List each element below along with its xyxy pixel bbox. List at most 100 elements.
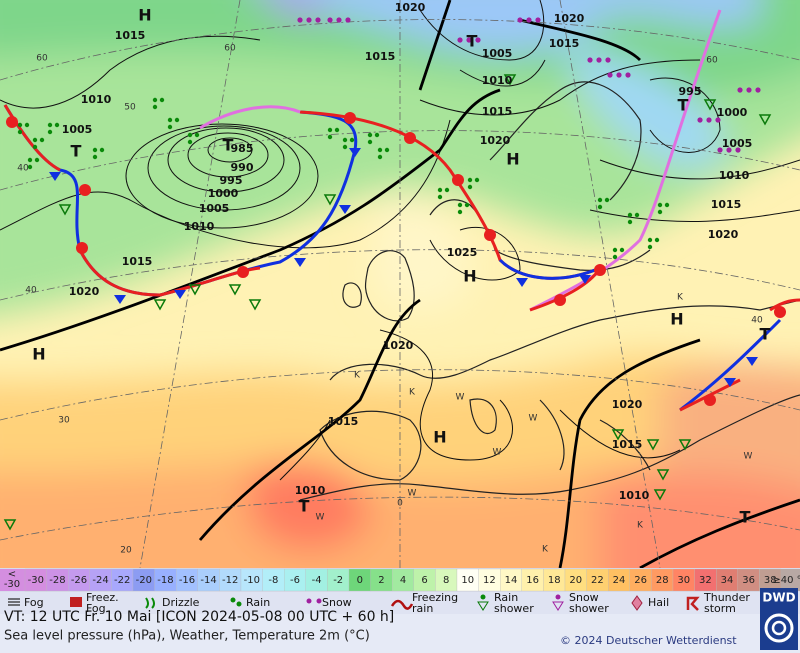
- snow-symbol: [336, 17, 342, 23]
- pressure-label: 1005: [62, 123, 93, 136]
- rain-symbol: [34, 157, 40, 163]
- weather-legend-label: Thunder storm: [703, 591, 750, 615]
- pressure-label: 1010: [719, 169, 750, 182]
- scale-label: 20: [569, 575, 582, 586]
- rain-symbol: [444, 187, 450, 193]
- pressure-label: 1015: [482, 105, 513, 118]
- pressure-label: 1010: [184, 220, 215, 233]
- weather-legend-label: Fog: [24, 596, 44, 609]
- rain-symbol: [32, 137, 38, 143]
- weather-legend-label: Rain: [246, 596, 270, 609]
- pressure-center: H: [506, 150, 519, 169]
- main-isobars: [0, 0, 800, 568]
- legend-icon: [316, 598, 322, 604]
- weather-legend-label: Rain shower: [494, 591, 534, 615]
- snow-symbol: [616, 72, 622, 78]
- latitude-label: 30: [58, 416, 70, 426]
- pressure-center: H: [32, 345, 45, 364]
- scale-label: -20: [136, 575, 152, 586]
- snow-symbol: [697, 117, 703, 123]
- rain-symbol: [47, 129, 53, 135]
- scale-label: 32: [699, 575, 712, 586]
- shower-symbol: [678, 439, 692, 451]
- latitude-label: 40: [25, 286, 37, 296]
- pressure-center: T: [760, 325, 771, 344]
- scale-label: -24: [92, 575, 108, 586]
- copyright: © 2024 Deutscher Wetterdienst: [560, 634, 737, 647]
- rain-symbol: [349, 137, 355, 143]
- rain-symbol: [647, 244, 653, 250]
- snow-symbol: [715, 117, 721, 123]
- rain-symbol: [92, 154, 98, 160]
- snow-symbol: [596, 57, 602, 63]
- snow-symbol: [297, 17, 303, 23]
- legend-icon: [477, 601, 489, 611]
- shower-symbol: [248, 299, 262, 311]
- shower-symbol: [188, 284, 202, 296]
- weather-symbols: [3, 17, 786, 531]
- pressure-label: 995: [679, 85, 702, 98]
- scale-label: -8: [268, 575, 278, 586]
- scale-label: -2: [333, 575, 343, 586]
- latitude-label: 60: [706, 56, 718, 66]
- weather-legend: Fog Freez. Fog Drizzle Rain Snow Freezing rain R…: [8, 591, 750, 615]
- snow-symbol: [306, 17, 312, 23]
- rain-symbol: [187, 139, 193, 145]
- scale-label: -22: [114, 575, 130, 586]
- pressure-label: 1005: [199, 202, 230, 215]
- rain-symbol: [377, 154, 383, 160]
- snow-symbol: [625, 72, 631, 78]
- rain-symbol: [374, 132, 380, 138]
- latitude-label: 40: [751, 316, 763, 326]
- shower-symbol: [653, 489, 667, 501]
- scale-label: 8: [443, 575, 449, 586]
- rain-symbol: [367, 132, 373, 138]
- snow-symbol: [345, 17, 351, 23]
- warm-front-symbol: [6, 116, 18, 128]
- pressure-label: 985: [231, 142, 254, 155]
- snow-symbol: [726, 147, 732, 153]
- pressure-label: 1020: [395, 1, 426, 14]
- rain-symbol: [657, 202, 663, 208]
- scale-label: 4: [400, 575, 406, 586]
- pressure-label: 1010: [482, 74, 513, 87]
- rain-symbol: [187, 132, 193, 138]
- shower-symbol: [758, 114, 772, 126]
- weather-legend-label: Freez. Fog: [86, 591, 119, 615]
- rain-symbol: [99, 147, 105, 153]
- pressure-label: 1015: [612, 438, 643, 451]
- scale-label: 24: [613, 575, 626, 586]
- legend-icon: [236, 601, 242, 607]
- snow-symbol: [746, 87, 752, 93]
- rain-symbol: [32, 144, 38, 150]
- warm-front-symbol: [237, 266, 249, 278]
- pressure-label: 1025: [447, 246, 478, 259]
- legend-icon: [552, 601, 564, 611]
- shower-symbol: [228, 284, 242, 296]
- rain-symbol: [159, 97, 165, 103]
- weather-mark: K: [542, 545, 549, 555]
- legend-icon: [230, 597, 236, 603]
- rain-symbol: [39, 137, 45, 143]
- pressure-label: 1020: [612, 398, 643, 411]
- warm-front-symbol: [79, 184, 91, 196]
- weather-mark: K: [677, 293, 684, 303]
- snow-symbol: [475, 37, 481, 43]
- rain-symbol: [24, 122, 30, 128]
- weather-mark: K: [637, 521, 644, 531]
- cold-front-symbol: [516, 278, 528, 287]
- legend-icon: [390, 599, 414, 610]
- rain-symbol: [597, 197, 603, 203]
- snow-symbol: [526, 17, 532, 23]
- scale-label: -4: [312, 575, 322, 586]
- scale-label: 36: [742, 575, 755, 586]
- cold-front-symbol: [294, 258, 306, 267]
- warm-front-symbol: [344, 112, 356, 124]
- pressure-center: T: [223, 136, 234, 155]
- pressure-center: T: [71, 142, 82, 161]
- scale-label: 30: [677, 575, 690, 586]
- pressure-label: 1010: [619, 489, 650, 502]
- pressure-label: 1015: [365, 50, 396, 63]
